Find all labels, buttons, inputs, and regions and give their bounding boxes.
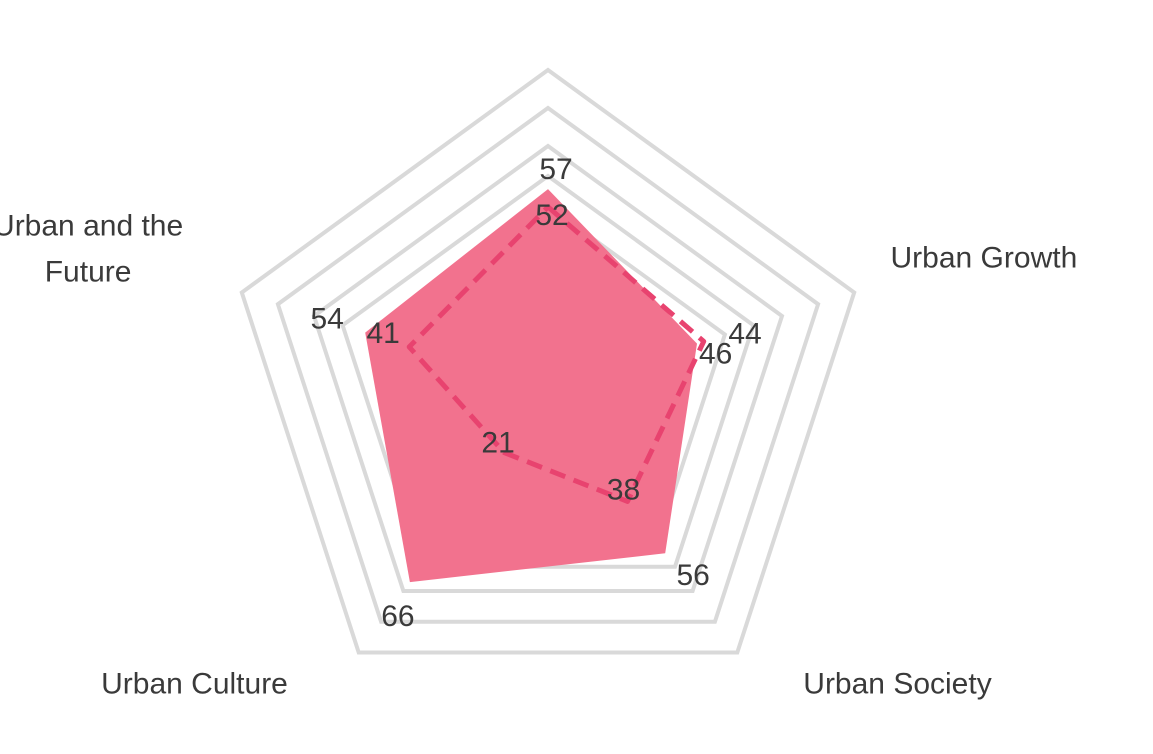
series-1-value-label-5: 54 [311,303,344,336]
value-labels: 57 44 56 66 54 52 46 38 21 41 [311,153,762,633]
series-2-polygon [406,204,707,504]
category-label-2-line-1: Urban Growth [891,242,1078,275]
category-label-3: Urban Society [803,667,991,700]
category-label-4: Urban Culture [101,667,288,700]
series-2-value-label-4: 21 [481,426,514,459]
series-1-value-label-2: 44 [728,318,761,351]
series-1-value-label-1: 57 [539,153,572,186]
category-label-5-line-2: Future [45,256,132,289]
series-2-value-label-1: 52 [535,199,568,232]
category-label-5-line-1: Urban and the [0,210,183,243]
series-layer [365,189,707,583]
grid-ring-5 [239,67,857,655]
grid-ring-4 [275,105,821,624]
category-label-5: Urban and the Future [0,210,183,289]
category-label-2: Urban Growth [891,242,1078,275]
series-2-value-label-2: 46 [699,337,732,370]
series-2-value-label-3: 38 [607,473,640,506]
series-1-polygon [365,189,697,583]
series-1-value-label-4: 66 [381,600,414,633]
grid-ring-2 [340,173,756,569]
series-1-value-label-3: 56 [677,559,710,592]
grid-ring-3 [311,143,785,593]
category-label-4-line-1: Urban Culture [101,667,288,700]
category-label-3-line-1: Urban Society [803,667,991,700]
series-2-value-label-5: 41 [367,317,400,350]
